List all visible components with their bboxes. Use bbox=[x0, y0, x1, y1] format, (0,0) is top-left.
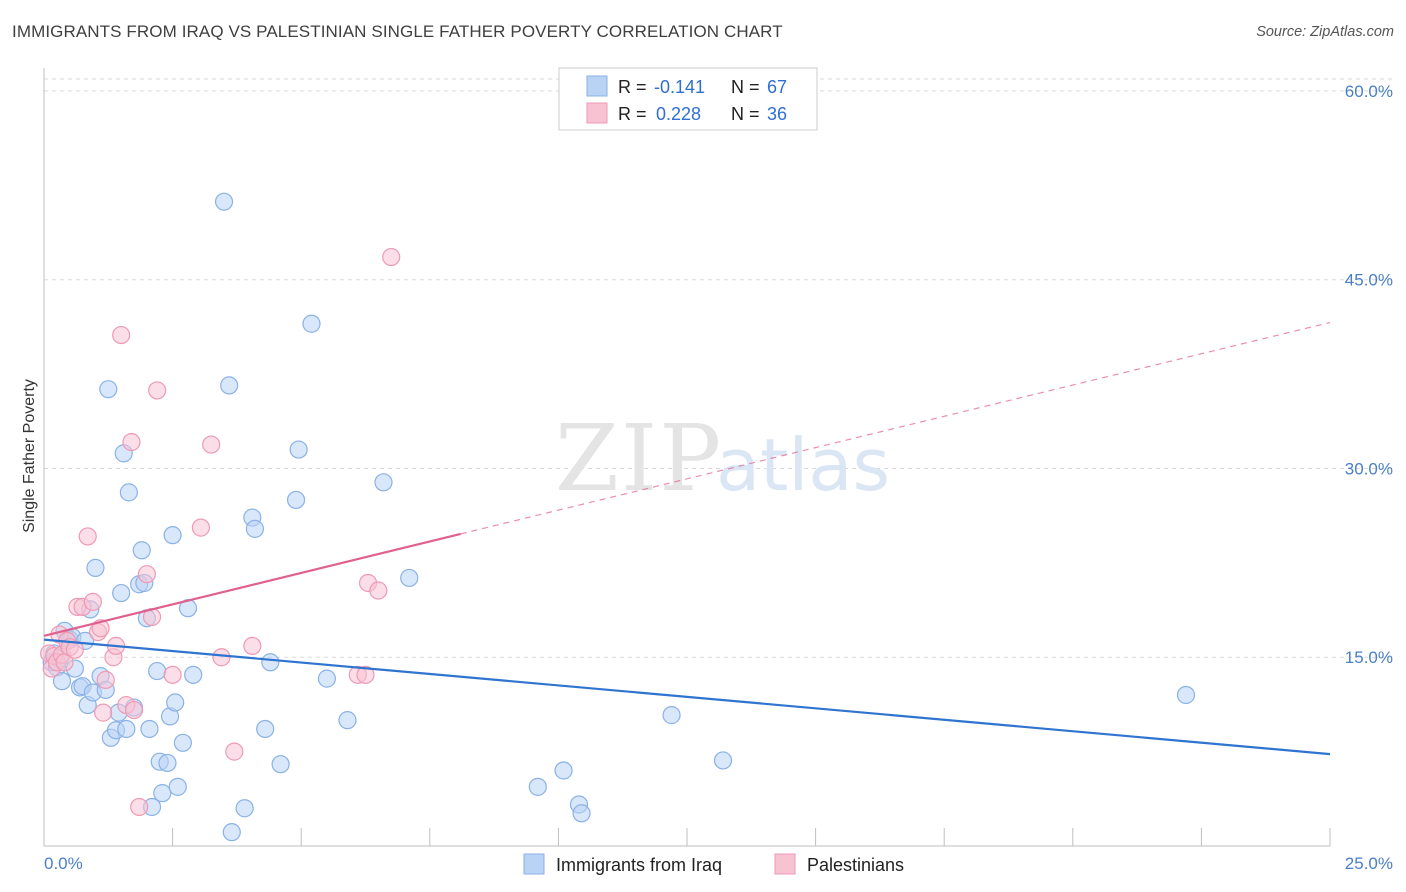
y-axis-label: Single Father Poverty bbox=[21, 379, 38, 533]
legend-r-value-iraq: -0.141 bbox=[654, 77, 705, 97]
point-palestinians-35 bbox=[356, 665, 375, 684]
bottom-legend: Immigrants from Iraq Palestinians bbox=[523, 853, 904, 875]
point-iraq-66 bbox=[713, 751, 733, 770]
point-iraq-23 bbox=[112, 583, 131, 603]
point-palestinians-32 bbox=[225, 742, 244, 761]
ticks-layer: 15.0% 30.0% 45.0% 60.0% 0.0% 25.0% bbox=[43, 82, 1393, 873]
y-tick-label-3: 60.0% bbox=[1345, 82, 1393, 101]
point-iraq-26 bbox=[119, 483, 138, 502]
point-iraq-40 bbox=[166, 693, 185, 712]
point-palestinians-29 bbox=[191, 518, 210, 537]
grid-layer bbox=[44, 78, 1394, 658]
point-palestinians-24 bbox=[130, 797, 149, 817]
point-iraq-60 bbox=[400, 568, 419, 588]
point-iraq-41 bbox=[168, 777, 187, 796]
legend-n-label-palestinians: N = bbox=[731, 104, 760, 124]
legend-swatch-iraq bbox=[586, 75, 608, 97]
point-iraq-39 bbox=[163, 526, 182, 545]
watermark: ZIP atlas bbox=[555, 405, 890, 512]
point-iraq-34 bbox=[148, 661, 167, 681]
legend-n-value-iraq: 67 bbox=[767, 77, 787, 97]
bottom-legend-label-palestinians: Palestinians bbox=[807, 855, 904, 875]
y-tick-label-1: 30.0% bbox=[1345, 459, 1393, 478]
y-tick-label-0: 15.0% bbox=[1345, 648, 1393, 667]
point-palestinians-38 bbox=[382, 247, 401, 267]
x-tick-label-0: 0.0% bbox=[44, 854, 83, 873]
point-iraq-61 bbox=[528, 777, 547, 796]
point-iraq-56 bbox=[302, 314, 321, 333]
point-palestinians-30 bbox=[202, 435, 221, 454]
point-palestinians-31 bbox=[212, 648, 231, 667]
legend-r-value-palestinians: 0.228 bbox=[656, 104, 701, 124]
trend-layer bbox=[43, 321, 1331, 756]
point-iraq-50 bbox=[245, 519, 265, 538]
point-iraq-58 bbox=[338, 711, 357, 730]
bottom-legend-label-iraq: Immigrants from Iraq bbox=[556, 855, 722, 875]
point-palestinians-16 bbox=[94, 703, 113, 722]
point-iraq-45 bbox=[214, 192, 234, 211]
point-palestinians-37 bbox=[369, 581, 388, 600]
point-palestinians-25 bbox=[137, 565, 156, 584]
point-palestinians-12 bbox=[78, 527, 97, 546]
y-tick-label-2: 45.0% bbox=[1345, 271, 1393, 290]
trendline-iraq bbox=[43, 638, 1331, 756]
point-iraq-25 bbox=[117, 719, 136, 739]
legend-n-label-iraq: N = bbox=[731, 77, 760, 97]
point-iraq-62 bbox=[554, 761, 573, 780]
point-palestinians-27 bbox=[148, 381, 167, 400]
point-iraq-67 bbox=[1176, 685, 1196, 705]
points-layer bbox=[40, 192, 1196, 842]
point-palestinians-22 bbox=[122, 432, 141, 452]
point-palestinians-28 bbox=[163, 665, 182, 684]
bottom-legend-swatch-iraq bbox=[523, 853, 545, 875]
point-palestinians-17 bbox=[96, 670, 115, 689]
point-iraq-16 bbox=[86, 558, 105, 577]
point-iraq-37 bbox=[158, 753, 177, 773]
x-tick-label-1: 25.0% bbox=[1345, 854, 1393, 873]
legend-r-label-palestinians: R = bbox=[618, 104, 647, 124]
point-iraq-59 bbox=[374, 473, 393, 492]
point-iraq-46 bbox=[220, 376, 239, 395]
legend-r-label-iraq: R = bbox=[618, 77, 647, 97]
point-iraq-19 bbox=[99, 380, 118, 399]
point-iraq-4 bbox=[52, 672, 72, 691]
point-iraq-51 bbox=[256, 719, 275, 739]
point-iraq-64 bbox=[572, 804, 591, 823]
point-iraq-57 bbox=[317, 669, 337, 688]
point-iraq-42 bbox=[173, 733, 192, 752]
point-palestinians-20 bbox=[112, 325, 131, 345]
point-iraq-54 bbox=[286, 490, 306, 510]
point-palestinians-33 bbox=[243, 636, 262, 656]
point-iraq-32 bbox=[140, 719, 159, 739]
point-iraq-36 bbox=[153, 784, 172, 803]
chart-title: IMMIGRANTS FROM IRAQ VS PALESTINIAN SING… bbox=[12, 22, 783, 41]
point-iraq-55 bbox=[289, 440, 308, 459]
point-iraq-52 bbox=[261, 653, 280, 672]
trendline-palestinians-solid bbox=[43, 532, 461, 637]
point-iraq-44 bbox=[184, 665, 203, 684]
point-palestinians-13 bbox=[83, 592, 102, 611]
point-iraq-65 bbox=[662, 706, 681, 725]
point-iraq-53 bbox=[271, 755, 290, 774]
point-iraq-29 bbox=[132, 541, 151, 560]
legend-n-value-palestinians: 36 bbox=[767, 104, 787, 124]
source-credit: Source: ZipAtlas.com bbox=[1256, 24, 1394, 40]
legend-swatch-palestinians bbox=[586, 102, 608, 124]
point-iraq-47 bbox=[222, 823, 241, 842]
point-iraq-48 bbox=[235, 799, 254, 818]
legend: R = -0.141 N = 67 R = 0.228 N = 36 bbox=[558, 67, 818, 131]
point-palestinians-23 bbox=[124, 700, 144, 720]
watermark-zip: ZIP bbox=[555, 405, 723, 512]
bottom-legend-swatch-palestinians bbox=[774, 853, 796, 875]
point-palestinians-9 bbox=[65, 640, 84, 659]
